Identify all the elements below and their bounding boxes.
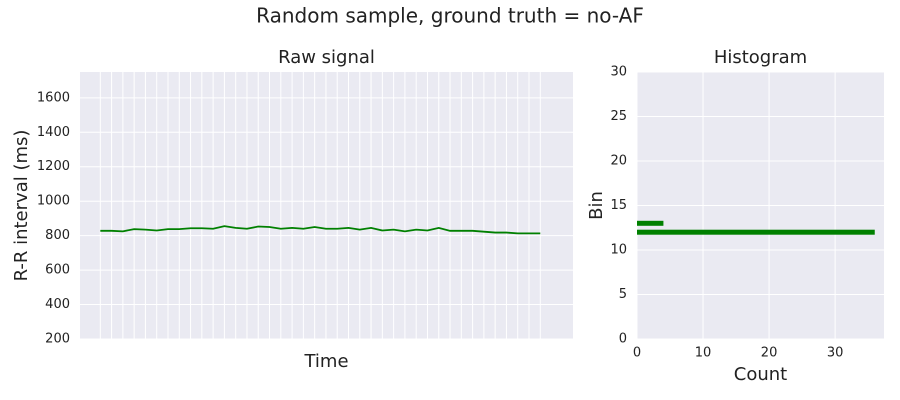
bar <box>637 220 664 226</box>
y-tick-label: 1200 <box>37 159 70 174</box>
subplot-title: Histogram <box>714 47 807 68</box>
bar <box>637 229 875 235</box>
plot-area <box>80 72 573 339</box>
x-tick-label: 0 <box>633 346 641 361</box>
y-tick-label: 20 <box>610 154 627 169</box>
y-tick-label: 400 <box>45 297 70 312</box>
signal-line <box>100 225 541 235</box>
y-tick-label: 15 <box>610 198 627 213</box>
y-tick-label: 10 <box>610 243 627 258</box>
x-tick-label: 20 <box>761 346 778 361</box>
x-axis-label: Time <box>303 351 348 372</box>
y-tick-label: 25 <box>610 109 627 124</box>
y-axis-label: R-R interval (ms) <box>11 130 32 282</box>
y-tick-label: 0 <box>619 332 627 347</box>
y-tick-label: 30 <box>610 65 627 80</box>
y-tick-label: 5 <box>619 287 627 302</box>
x-axis-label: Count <box>734 364 787 385</box>
y-tick-label: 1600 <box>37 90 70 105</box>
y-tick-label: 1400 <box>37 125 70 140</box>
x-tick-label: 10 <box>695 346 712 361</box>
subplot-title: Raw signal <box>278 47 375 68</box>
figure-title: Random sample, ground truth = no-AF <box>256 4 644 28</box>
y-tick-label: 800 <box>45 228 70 243</box>
y-tick-label: 600 <box>45 263 70 278</box>
y-tick-label: 1000 <box>37 194 70 209</box>
y-tick-label: 200 <box>45 332 70 347</box>
y-axis-label: Bin <box>586 191 607 220</box>
x-tick-label: 30 <box>827 346 844 361</box>
